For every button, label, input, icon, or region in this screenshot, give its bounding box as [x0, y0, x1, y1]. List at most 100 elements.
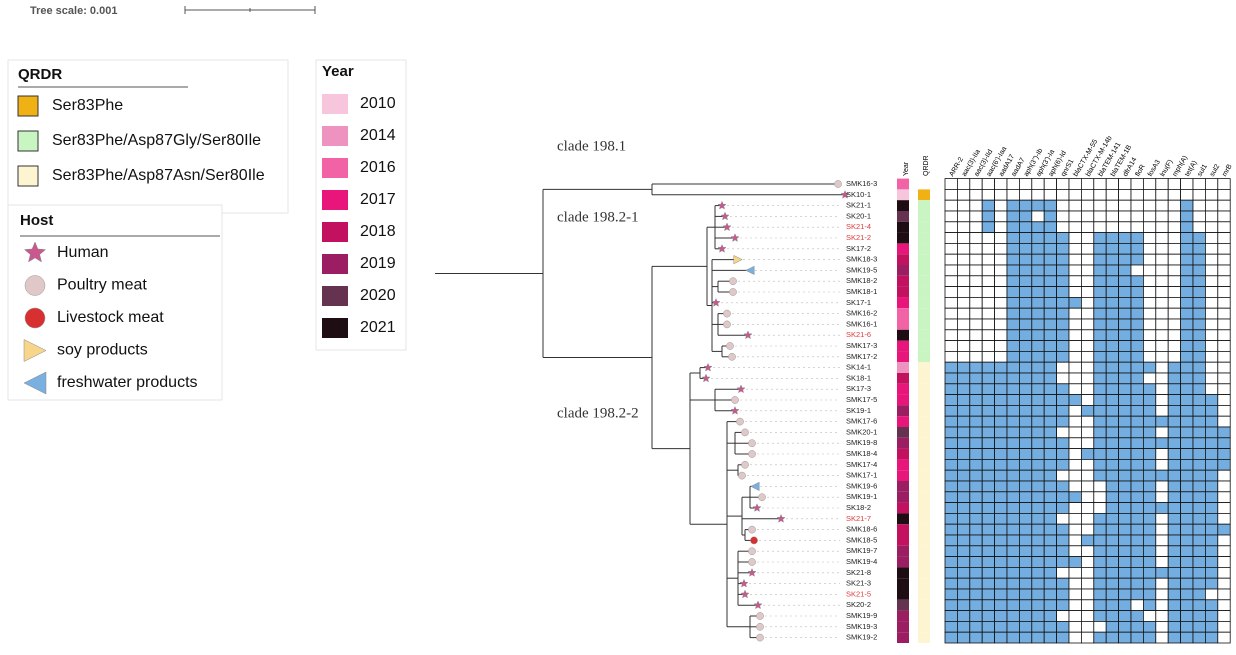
heatmap-cell: [1019, 253, 1033, 266]
heatmap-cell: [1180, 545, 1194, 557]
heatmap-cell: [1043, 178, 1057, 190]
heatmap-cell: [1006, 232, 1020, 244]
heatmap-cell: [1105, 567, 1119, 579]
year-cell: [897, 632, 909, 643]
heatmap-cell: [1019, 426, 1033, 439]
heatmap-cell: [1192, 221, 1206, 234]
heatmap-cell: [1019, 502, 1033, 514]
heatmap-cell: [957, 469, 971, 482]
heatmap-cell: [1118, 567, 1132, 579]
heatmap-cell: [1056, 199, 1070, 212]
heatmap-cell: [1019, 350, 1033, 363]
heatmap-cell: [1031, 188, 1045, 201]
heatmap-cell: [994, 545, 1008, 557]
heatmap-cell: [1205, 599, 1219, 611]
heatmap-cell: [1081, 394, 1095, 406]
heatmap-cell: [1019, 404, 1033, 417]
host-marker: [748, 450, 756, 458]
heatmap-cell: [1217, 188, 1231, 201]
heatmap-cell: [1180, 286, 1194, 298]
heatmap-cell: [1031, 221, 1045, 234]
legend-label: freshwater products: [57, 374, 198, 391]
heatmap-cell: [1043, 307, 1057, 320]
heatmap-cell: [1217, 491, 1231, 503]
heatmap-cell: [1081, 296, 1095, 309]
heatmap-cell: [969, 502, 983, 514]
heatmap-cell: [1019, 275, 1033, 287]
heatmap-cell: [1006, 480, 1020, 493]
heatmap-cell: [1192, 210, 1206, 223]
heatmap-cell: [1180, 221, 1194, 234]
heatmap-cell: [981, 199, 996, 212]
leaf-label: SMK18-1: [846, 287, 877, 296]
qrdr-cell: [918, 329, 930, 341]
heatmap-cell: [969, 556, 983, 568]
heatmap-cell: [1155, 631, 1169, 644]
qrdr-cell: [918, 416, 930, 427]
heatmap-cell: [1056, 577, 1070, 590]
heatmap-cell: [1031, 523, 1045, 536]
heatmap-cell: [1192, 253, 1206, 266]
heatmap-cell: [1043, 253, 1057, 266]
heatmap-cell: [957, 426, 971, 439]
heatmap-cell: [1019, 329, 1033, 341]
heatmap-cell: [1167, 394, 1181, 406]
year-cell: [897, 232, 909, 244]
leaf-label: SMK17-4: [846, 460, 877, 469]
heatmap-cell: [1217, 404, 1231, 417]
heatmap-cell: [1043, 372, 1057, 385]
legend-swatch: [17, 95, 39, 117]
heatmap-cell: [1093, 361, 1107, 374]
qrdr-cell: [918, 621, 930, 633]
year-cell: [897, 373, 909, 384]
heatmap-cell: [1043, 480, 1057, 493]
heatmap-cell: [1081, 469, 1095, 482]
heatmap-cell: [1205, 329, 1219, 341]
heatmap-cell: [1056, 383, 1070, 395]
heatmap-cell: [969, 275, 983, 287]
heatmap-cell: [1081, 318, 1095, 331]
heatmap-cell: [994, 253, 1008, 266]
heatmap-cell: [1217, 469, 1231, 482]
heatmap-cell: [1130, 513, 1144, 525]
heatmap-cell: [1130, 588, 1144, 601]
heatmap-cell: [957, 513, 971, 525]
heatmap-cell: [981, 350, 996, 363]
heatmap-cell: [1167, 307, 1181, 320]
heatmap-cell: [969, 545, 983, 557]
heatmap-cell: [1118, 318, 1132, 331]
heatmap-cell: [1043, 383, 1057, 395]
qrdr-cell: [918, 599, 930, 611]
heatmap-cell: [981, 588, 996, 601]
heatmap-cell: [981, 458, 996, 471]
heatmap-cell: [969, 534, 983, 547]
heatmap-cell: [1056, 307, 1070, 320]
heatmap-cell: [1056, 350, 1070, 363]
heatmap-cell: [1143, 329, 1157, 341]
heatmap-cell: [969, 188, 983, 201]
heatmap-cell: [1155, 264, 1169, 277]
year-cell: [897, 286, 909, 298]
heatmap-cell: [1118, 383, 1132, 395]
heatmap-cell: [1006, 469, 1020, 482]
heatmap-cell: [1093, 221, 1107, 234]
qrdr-cell: [918, 524, 930, 535]
heatmap-cell: [1068, 469, 1082, 482]
heatmap-cell: [994, 372, 1008, 385]
heatmap-cell: [1081, 415, 1095, 428]
heatmap-cell: [1093, 415, 1107, 428]
heatmap-cell: [1143, 458, 1157, 471]
heatmap-cell: [1043, 621, 1057, 633]
heatmap-cell: [1192, 264, 1206, 277]
year-cell: [897, 200, 909, 211]
heatmap-cell: [1093, 599, 1107, 611]
heatmap-cell: [1068, 534, 1082, 547]
heatmap-cell: [1130, 631, 1144, 644]
heatmap-cell: [1019, 491, 1033, 503]
heatmap-cell: [1180, 556, 1194, 568]
heatmap-cell: [1180, 415, 1194, 428]
heatmap-cell: [1143, 264, 1157, 277]
host-marker: [748, 547, 756, 556]
heatmap-cell: [969, 621, 983, 633]
heatmap-cell: [981, 599, 996, 611]
